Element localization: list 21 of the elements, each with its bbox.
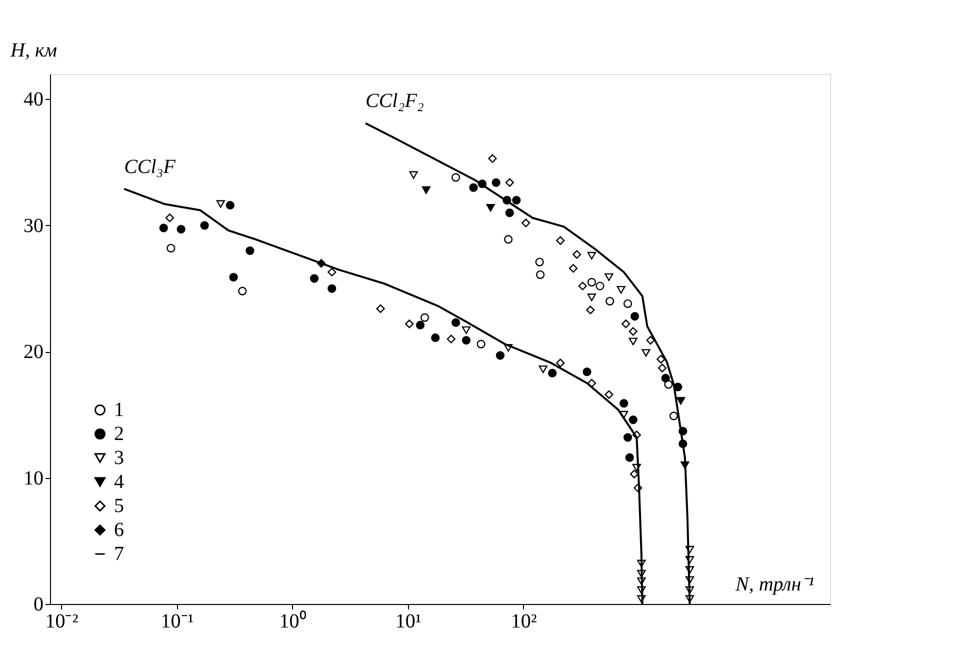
y-tick-label: 30 [24, 214, 44, 237]
legend-label: 6 [114, 519, 124, 541]
annotation: CCl₂F₂ [366, 90, 424, 112]
x-tick-label: 10¹ [395, 610, 422, 632]
x-tick-label: 10⁻¹ [160, 610, 194, 632]
y-axis-title: H, км [10, 40, 58, 62]
x-tick-label: 10² [510, 610, 537, 632]
legend-label: 4 [114, 471, 124, 493]
legend-label: 5 [114, 495, 124, 517]
y-tick-label: 20 [24, 341, 44, 364]
x-tick-label: 10⁻² [45, 610, 78, 632]
y-tick-label: 10 [24, 467, 44, 490]
legend-label: 1 [114, 399, 124, 421]
x-tick-label: 10⁰ [279, 610, 306, 632]
y-tick-label: 0 [34, 594, 44, 616]
legend-label: 3 [114, 447, 124, 469]
annotation: CCl₃F [124, 156, 176, 178]
legend-label: 7 [114, 543, 124, 565]
legend-label: 2 [114, 423, 124, 445]
y-tick-label: 40 [24, 88, 44, 111]
x-axis-title: N, трлн⁻¹ [734, 574, 814, 596]
